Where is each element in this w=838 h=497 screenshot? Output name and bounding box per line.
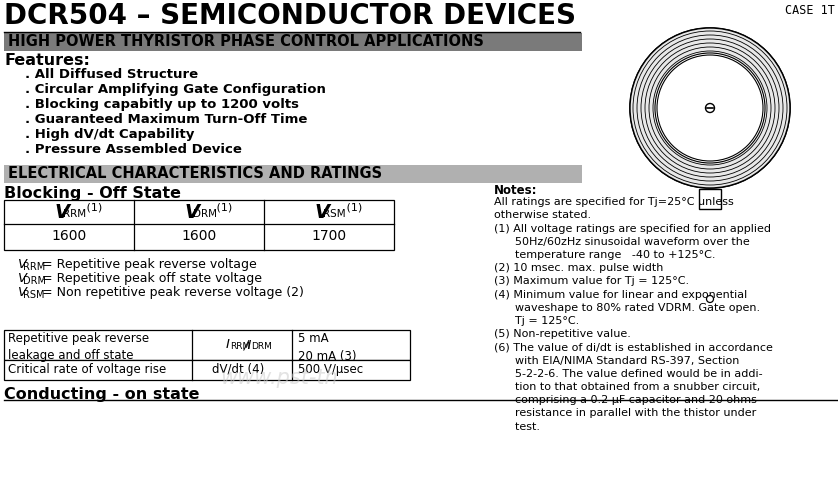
Text: 1600: 1600 — [181, 229, 217, 243]
Text: 1600: 1600 — [51, 229, 86, 243]
Text: = Non repetitive peak reverse voltage (2): = Non repetitive peak reverse voltage (2… — [38, 286, 304, 299]
Text: . Guaranteed Maximum Turn-Off Time: . Guaranteed Maximum Turn-Off Time — [25, 113, 308, 126]
Text: www.pst-th: www.pst-th — [220, 368, 338, 388]
Text: (1): (1) — [83, 203, 102, 213]
Text: RSM: RSM — [23, 290, 44, 300]
Text: tion to that obtained from a snubber circuit,: tion to that obtained from a snubber cir… — [494, 382, 760, 392]
Text: DRM: DRM — [193, 209, 217, 219]
Text: temperature range   -40 to +125°C.: temperature range -40 to +125°C. — [494, 250, 716, 260]
Text: V: V — [55, 203, 70, 222]
Text: (2) 10 msec. max. pulse width: (2) 10 msec. max. pulse width — [494, 263, 664, 273]
Circle shape — [630, 28, 790, 188]
Text: with EIA/NIMA Standard RS-397, Section: with EIA/NIMA Standard RS-397, Section — [494, 355, 739, 366]
Text: /I: /I — [244, 338, 252, 351]
Text: V: V — [18, 272, 27, 285]
Text: Critical rate of voltage rise: Critical rate of voltage rise — [8, 363, 166, 376]
Text: V: V — [185, 203, 200, 222]
Text: . Blocking capabitly up to 1200 volts: . Blocking capabitly up to 1200 volts — [25, 98, 299, 111]
Circle shape — [706, 103, 715, 112]
Text: 5 mA
20 mA (3): 5 mA 20 mA (3) — [298, 332, 356, 363]
Text: comprising a 0.2 μF capacitor and 20 ohms: comprising a 0.2 μF capacitor and 20 ohm… — [494, 395, 757, 405]
Text: 500 V/μsec: 500 V/μsec — [298, 363, 363, 376]
Text: 50Hz/60zHz sinusoidal waveform over the: 50Hz/60zHz sinusoidal waveform over the — [494, 237, 750, 247]
Text: Features:: Features: — [4, 53, 90, 68]
Text: (1): (1) — [213, 203, 232, 213]
Text: Conducting - on state: Conducting - on state — [4, 387, 199, 402]
Circle shape — [630, 28, 790, 188]
Text: All ratings are specified for Tj=25°C unless: All ratings are specified for Tj=25°C un… — [494, 197, 734, 207]
Text: (6) The value of di/dt is established in accordance: (6) The value of di/dt is established in… — [494, 342, 773, 352]
Circle shape — [655, 53, 765, 163]
Text: waveshape to 80% rated V​DRM. Gate open.: waveshape to 80% rated V​DRM. Gate open. — [494, 303, 760, 313]
Text: V: V — [18, 286, 27, 299]
Text: RRM: RRM — [23, 262, 45, 272]
Text: DRM: DRM — [23, 276, 46, 286]
Text: . Circular Amplifying Gate Configuration: . Circular Amplifying Gate Configuration — [25, 83, 326, 96]
Bar — [4, 33, 582, 51]
Text: 5-2-2-6. The value defined would be in addi-: 5-2-2-6. The value defined would be in a… — [494, 369, 763, 379]
Text: . High dV/dt Capability: . High dV/dt Capability — [25, 128, 194, 141]
Text: resistance in parallel with the thistor under: resistance in parallel with the thistor … — [494, 409, 756, 418]
Text: CASE 1T: CASE 1T — [785, 4, 835, 17]
Text: RRM: RRM — [230, 342, 251, 351]
Text: Repetitive peak reverse
leakage and off state: Repetitive peak reverse leakage and off … — [8, 332, 149, 362]
Text: DRM: DRM — [251, 342, 272, 351]
Text: I: I — [226, 338, 230, 351]
Text: Blocking - Off State: Blocking - Off State — [4, 186, 181, 201]
Text: Notes:: Notes: — [494, 184, 537, 197]
Text: HIGH POWER THYRISTOR PHASE CONTROL APPLICATIONS: HIGH POWER THYRISTOR PHASE CONTROL APPLI… — [8, 34, 484, 49]
Text: (5) Non-repetitive value.: (5) Non-repetitive value. — [494, 329, 631, 339]
Text: RSM: RSM — [323, 209, 345, 219]
Text: dV/dt (4): dV/dt (4) — [212, 363, 264, 376]
Text: V: V — [315, 203, 330, 222]
Text: test.: test. — [494, 421, 540, 431]
Text: . Pressure Assembled Device: . Pressure Assembled Device — [25, 143, 242, 156]
Text: (1) All voltage ratings are specified for an applied: (1) All voltage ratings are specified fo… — [494, 224, 771, 234]
Bar — [4, 330, 410, 360]
Bar — [699, 189, 721, 209]
Text: Tj = 125°C.: Tj = 125°C. — [494, 316, 579, 326]
Text: = Repetitive peak off state voltage: = Repetitive peak off state voltage — [38, 272, 262, 285]
Text: RRM: RRM — [63, 209, 86, 219]
Text: (4) Minimum value for linear and exponential: (4) Minimum value for linear and exponen… — [494, 290, 747, 300]
Bar — [4, 200, 394, 250]
Circle shape — [657, 55, 763, 161]
Bar — [4, 360, 410, 380]
Circle shape — [706, 296, 713, 303]
Text: ELECTRICAL CHARACTERISTICS AND RATINGS: ELECTRICAL CHARACTERISTICS AND RATINGS — [8, 166, 382, 181]
Text: DCR504 – SEMICONDUCTOR DEVICES: DCR504 – SEMICONDUCTOR DEVICES — [4, 2, 576, 30]
Bar — [4, 165, 582, 183]
Text: 1700: 1700 — [312, 229, 347, 243]
Text: (3) Maximum value for Tj = 125°C.: (3) Maximum value for Tj = 125°C. — [494, 276, 689, 286]
Text: (1): (1) — [343, 203, 362, 213]
Text: V: V — [18, 258, 27, 271]
Text: . All Diffused Structure: . All Diffused Structure — [25, 68, 198, 81]
Text: otherwise stated.: otherwise stated. — [494, 210, 591, 220]
Text: = Repetitive peak reverse voltage: = Repetitive peak reverse voltage — [38, 258, 256, 271]
